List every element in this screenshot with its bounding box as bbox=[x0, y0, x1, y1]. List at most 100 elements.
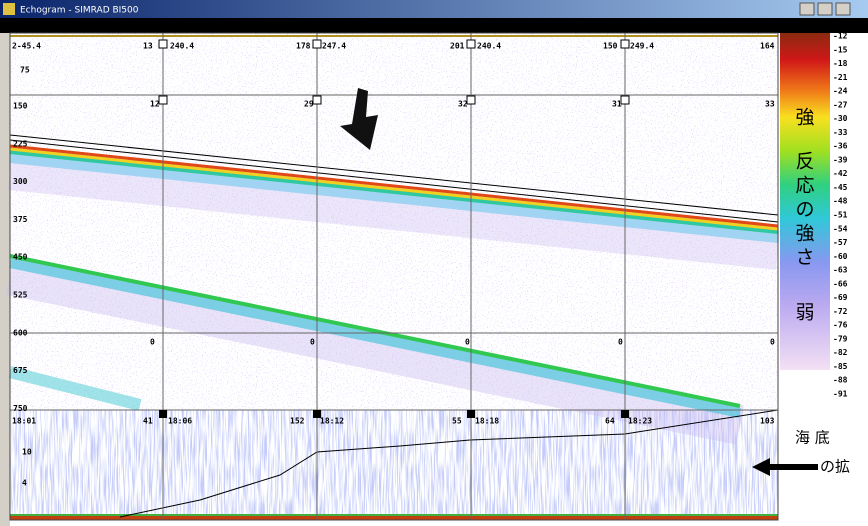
time-label: 18:23 bbox=[628, 417, 652, 426]
top-label: 29 bbox=[304, 100, 314, 109]
scale-label: -39 bbox=[833, 155, 848, 164]
marker bbox=[621, 96, 629, 104]
scale-label: -36 bbox=[833, 142, 848, 151]
echogram-window: Echogram - SIMRAD BI500 強 弱 海 底 の拡 2-45.… bbox=[0, 0, 868, 526]
top-label: 32 bbox=[458, 100, 468, 109]
top-label: 247.4 bbox=[322, 42, 346, 51]
scale-label: -45 bbox=[833, 183, 848, 192]
top-label: 33 bbox=[765, 100, 775, 109]
marker bbox=[313, 40, 321, 48]
scale-label: -51 bbox=[833, 211, 848, 220]
depth-label: 225 bbox=[13, 139, 28, 148]
depth-label: 300 bbox=[13, 177, 28, 186]
left-border bbox=[0, 33, 10, 526]
marker bbox=[467, 410, 475, 418]
row-label: 0 bbox=[150, 338, 155, 347]
row-label: 0 bbox=[770, 338, 775, 347]
top-label: 13 bbox=[143, 42, 153, 51]
scale-label: -72 bbox=[833, 307, 848, 316]
color-response-char: 強 bbox=[795, 223, 814, 245]
color-weak: 弱 bbox=[795, 302, 814, 324]
top-label: 240.4 bbox=[170, 42, 194, 51]
marker bbox=[467, 40, 475, 48]
top-label: 178 bbox=[296, 42, 311, 51]
depth-label: 75 bbox=[20, 66, 30, 75]
scale-label: -27 bbox=[833, 100, 848, 109]
top-label: 249.4 bbox=[630, 42, 654, 51]
top-label: 240.4 bbox=[477, 42, 501, 51]
depth-label: 600 bbox=[13, 328, 28, 337]
scale-label: -48 bbox=[833, 197, 848, 206]
time-label: 152 bbox=[290, 417, 305, 426]
scale-label: -24 bbox=[833, 87, 848, 96]
scale-label: -88 bbox=[833, 376, 848, 385]
depth-label: 450 bbox=[13, 253, 28, 262]
marker bbox=[313, 410, 321, 418]
marker bbox=[313, 96, 321, 104]
depth-label: 750 bbox=[13, 404, 28, 413]
annotation-line2: の拡 bbox=[820, 458, 850, 476]
depth-label: 4 bbox=[22, 479, 27, 488]
scale-label: -91 bbox=[833, 390, 848, 399]
color-response-char: の bbox=[795, 199, 814, 221]
marker bbox=[467, 96, 475, 104]
scale-label: -12 bbox=[833, 32, 848, 41]
minimize-button[interactable] bbox=[800, 3, 814, 15]
marker bbox=[159, 40, 167, 48]
row-label: 0 bbox=[310, 338, 315, 347]
marker bbox=[621, 410, 629, 418]
app-icon bbox=[3, 3, 15, 15]
depth-label: 150 bbox=[13, 102, 28, 111]
marker bbox=[621, 40, 629, 48]
scale-label: -57 bbox=[833, 238, 848, 247]
depth-label: 675 bbox=[13, 366, 28, 375]
top-label: 150 bbox=[603, 42, 618, 51]
scale-label: -76 bbox=[833, 321, 848, 330]
time-label: 64 bbox=[605, 417, 615, 426]
scale-label: -30 bbox=[833, 114, 848, 123]
top-label: 164 bbox=[760, 42, 775, 51]
time-label: 103 bbox=[760, 417, 775, 426]
time-label: 41 bbox=[143, 417, 153, 426]
top-label: 201 bbox=[450, 42, 465, 51]
scale-label: -69 bbox=[833, 293, 848, 302]
marker bbox=[159, 410, 167, 418]
depth-label: 525 bbox=[13, 291, 28, 300]
time-label: 18:18 bbox=[475, 417, 499, 426]
depth-label: 375 bbox=[13, 215, 28, 224]
scale-label: -60 bbox=[833, 252, 848, 261]
scale-label: -85 bbox=[833, 362, 848, 371]
scale-label: -66 bbox=[833, 279, 848, 288]
scale-label: -82 bbox=[833, 348, 848, 357]
scale-label: -18 bbox=[833, 59, 848, 68]
scale-label: -54 bbox=[833, 224, 848, 233]
top-label: 12 bbox=[150, 100, 160, 109]
color-strong: 強 bbox=[795, 107, 814, 129]
scale-label: -63 bbox=[833, 266, 848, 275]
annotation-line1: 海 底 bbox=[795, 429, 830, 447]
close-button[interactable] bbox=[836, 3, 850, 15]
marker bbox=[159, 96, 167, 104]
color-response-char: さ bbox=[795, 247, 814, 269]
row-label: 0 bbox=[465, 338, 470, 347]
row-label: 0 bbox=[618, 338, 623, 347]
depth-label: 10 bbox=[22, 448, 32, 457]
noise bbox=[10, 33, 778, 95]
time-label: 18:01 bbox=[12, 417, 36, 426]
top-label: 31 bbox=[612, 100, 622, 109]
window-buttons[interactable] bbox=[800, 3, 850, 15]
window-title: Echogram - SIMRAD BI500 bbox=[20, 6, 139, 16]
scale-label: -42 bbox=[833, 169, 848, 178]
scale-label: -79 bbox=[833, 334, 848, 343]
scale-label: -21 bbox=[833, 73, 848, 82]
scale-label: -15 bbox=[833, 45, 848, 54]
color-response-char: 反 bbox=[795, 151, 814, 173]
header-strip bbox=[0, 18, 868, 33]
top-label: 2-45.4 bbox=[12, 42, 41, 51]
maximize-button[interactable] bbox=[818, 3, 832, 15]
time-label: 55 bbox=[452, 417, 462, 426]
color-response-char: 応 bbox=[795, 175, 814, 197]
time-label: 18:06 bbox=[168, 417, 192, 426]
scale-label: -33 bbox=[833, 128, 848, 137]
time-label: 18:12 bbox=[320, 417, 344, 426]
